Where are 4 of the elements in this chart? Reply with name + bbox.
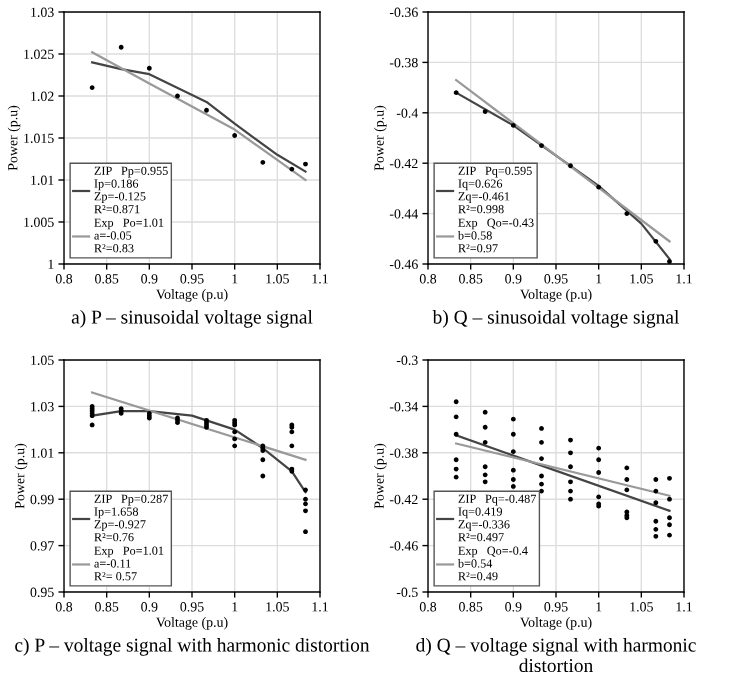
text: b) Q – sinusoidal voltage signal (432, 310, 680, 328)
text: d) Q – voltage signal with harmonic distortion (416, 638, 696, 673)
text: a) P – sinusoidal voltage signal (71, 310, 313, 328)
text: c) P – voltage signal with harmonic distortion (15, 638, 370, 656)
